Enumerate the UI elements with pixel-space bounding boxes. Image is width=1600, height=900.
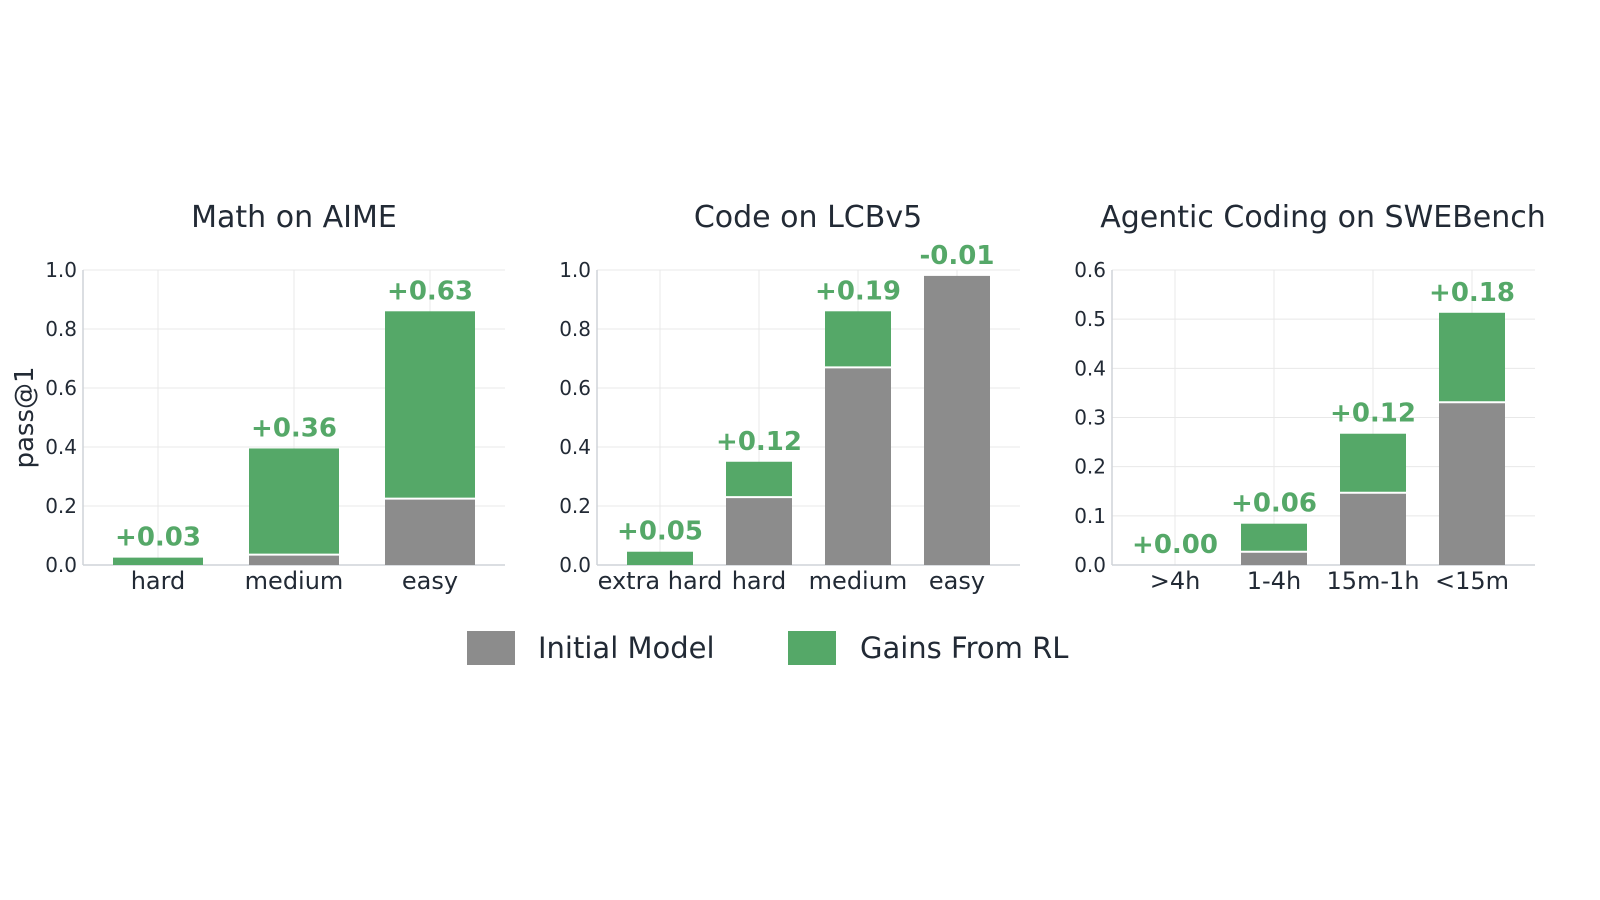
bar-gains-from-rl-hard	[113, 557, 203, 565]
bar-annotation-1-4h: +0.06	[1231, 489, 1317, 519]
x-category-label: <15m	[1435, 567, 1509, 595]
y-tick-label: 0.6	[1074, 258, 1106, 282]
bar-annotation-extra-hard: +0.05	[617, 517, 703, 547]
bar-initial-model-medium	[249, 554, 339, 565]
y-axis-label: pass@1	[10, 366, 40, 468]
bar-gains-from-rl-15m	[1439, 312, 1505, 403]
y-tick-label: 0.5	[1074, 307, 1106, 331]
chart-panels: 0.0 0.2 0.4 0.6 0.8 1.0 +0.03 hard +0.36 medium +0…	[10, 200, 1546, 595]
x-category-label: 15m-1h	[1326, 567, 1419, 595]
x-category-label: 1-4h	[1247, 567, 1301, 595]
bar-initial-model-easy	[385, 498, 475, 565]
bar-annotation-4h: +0.00	[1132, 530, 1218, 560]
y-tick-label: 0.4	[559, 435, 591, 459]
bar-initial-model-easy	[924, 275, 990, 565]
y-tick-label: 0.0	[1074, 553, 1106, 577]
y-tick-label: 0.6	[559, 376, 591, 400]
panel-title: Code on LCBv5	[694, 200, 922, 235]
y-tick-label: 1.0	[559, 258, 591, 282]
y-tick-label: 0.6	[45, 376, 77, 400]
bar-gains-from-rl-extra-hard	[627, 551, 693, 565]
x-category-label: hard	[131, 567, 186, 595]
x-category-label: >4h	[1150, 567, 1201, 595]
x-category-label: extra hard	[598, 567, 723, 595]
bar-initial-model-hard	[726, 497, 792, 565]
panel-title: Math on AIME	[191, 200, 397, 235]
x-category-label: easy	[929, 567, 985, 595]
y-tick-label: 1.0	[45, 258, 77, 282]
x-category-label: medium	[809, 567, 908, 595]
bar-annotation-medium: +0.36	[251, 413, 337, 443]
y-tick-label: 0.2	[559, 494, 591, 518]
legend-label-gains-from-rl: Gains From RL	[860, 631, 1068, 665]
y-tick-label: 0.2	[45, 494, 77, 518]
x-category-label: easy	[402, 567, 458, 595]
bar-annotation-easy: +0.63	[387, 276, 473, 306]
panel-3: 0.0 0.1 0.2 0.3 0.4 0.5 0.6 +0.00 >4h +0.06 1-4h +0…	[1074, 200, 1546, 595]
bar-annotation-15m-1h: +0.12	[1330, 399, 1416, 429]
bar-gains-from-rl-1-4h	[1241, 523, 1307, 552]
y-tick-label: 0.8	[559, 317, 591, 341]
legend-label-initial-model: Initial Model	[538, 631, 715, 665]
bar-initial-model-15m	[1439, 402, 1505, 565]
bar-annotation-medium: +0.19	[815, 276, 901, 306]
bar-annotation-hard: +0.12	[716, 427, 802, 457]
bar-annotation-15m: +0.18	[1429, 278, 1515, 308]
y-tick-label: 0.4	[1074, 356, 1106, 380]
bar-initial-model-1-4h	[1241, 551, 1307, 565]
legend: Initial Model Gains From RL	[467, 631, 1068, 665]
y-tick-label: 0.3	[1074, 406, 1106, 430]
y-tick-label: 0.1	[1074, 504, 1106, 528]
legend-swatch-initial-model	[467, 631, 515, 665]
y-tick-label: 0.0	[559, 553, 591, 577]
legend-swatch-gains-from-rl	[788, 631, 836, 665]
bar-gains-from-rl-easy	[385, 311, 475, 499]
y-tick-label: 0.4	[45, 435, 77, 459]
panel-2: 0.0 0.2 0.4 0.6 0.8 1.0 +0.05 extra hard +0.12 ha…	[559, 200, 1020, 595]
bar-gains-from-rl-medium	[825, 311, 891, 368]
x-category-label: medium	[245, 567, 344, 595]
panel-title: Agentic Coding on SWEBench	[1100, 200, 1546, 235]
panel-1: 0.0 0.2 0.4 0.6 0.8 1.0 +0.03 hard +0.36 medium +0…	[10, 200, 505, 595]
y-tick-label: 0.2	[1074, 455, 1106, 479]
y-tick-label: 0.8	[45, 317, 77, 341]
bar-gains-from-rl-15m-1h	[1340, 433, 1406, 493]
bar-initial-model-15m-1h	[1340, 492, 1406, 565]
x-category-label: hard	[732, 567, 787, 595]
bar-gains-from-rl-medium	[249, 448, 339, 555]
y-tick-label: 0.0	[45, 553, 77, 577]
bar-annotation-hard: +0.03	[115, 523, 201, 553]
bar-annotation-easy: -0.01	[920, 241, 995, 271]
bar-gains-from-rl-hard	[726, 461, 792, 498]
bar-initial-model-medium	[825, 367, 891, 565]
